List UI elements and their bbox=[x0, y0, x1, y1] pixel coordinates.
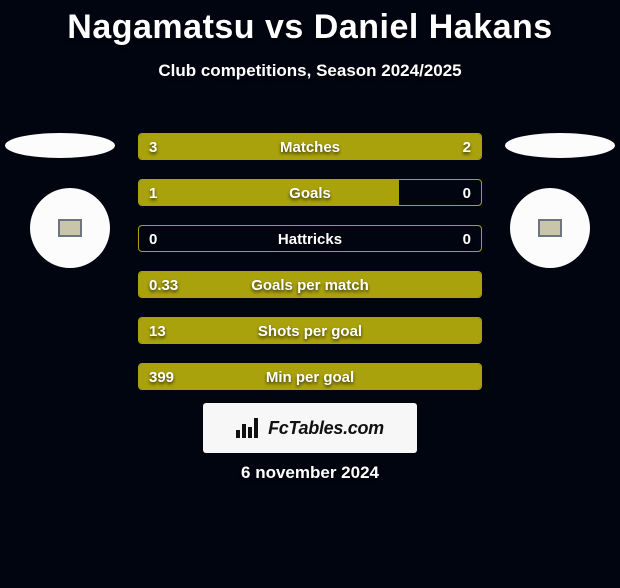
bars-icon bbox=[236, 418, 262, 438]
brand-text: FcTables.com bbox=[268, 418, 384, 439]
subtitle: Club competitions, Season 2024/2025 bbox=[0, 61, 620, 81]
brand-badge: FcTables.com bbox=[203, 403, 417, 453]
bar-value-right: 0 bbox=[463, 180, 471, 206]
player-right-ellipse bbox=[505, 133, 615, 158]
bar-label: Goals per match bbox=[139, 272, 481, 298]
bar-row-shots-per-goal: 13 Shots per goal bbox=[138, 317, 482, 344]
comparison-bars: 3 Matches 2 1 Goals 0 0 Hattricks 0 0.33… bbox=[138, 133, 482, 409]
date-text: 6 november 2024 bbox=[0, 463, 620, 483]
player-left-avatar bbox=[30, 188, 110, 268]
bar-label: Goals bbox=[139, 180, 481, 206]
bar-row-matches: 3 Matches 2 bbox=[138, 133, 482, 160]
bar-value-right: 0 bbox=[463, 226, 471, 252]
bar-row-hattricks: 0 Hattricks 0 bbox=[138, 225, 482, 252]
placeholder-icon bbox=[58, 219, 82, 237]
page-title: Nagamatsu vs Daniel Hakans bbox=[0, 8, 620, 47]
placeholder-icon bbox=[538, 219, 562, 237]
bar-label: Hattricks bbox=[139, 226, 481, 252]
bar-label: Min per goal bbox=[139, 364, 481, 390]
bar-row-goals-per-match: 0.33 Goals per match bbox=[138, 271, 482, 298]
bar-row-goals: 1 Goals 0 bbox=[138, 179, 482, 206]
bar-value-right: 2 bbox=[463, 134, 471, 160]
player-right-avatar bbox=[510, 188, 590, 268]
bar-row-min-per-goal: 399 Min per goal bbox=[138, 363, 482, 390]
bar-label: Matches bbox=[139, 134, 481, 160]
bar-label: Shots per goal bbox=[139, 318, 481, 344]
player-left-ellipse bbox=[5, 133, 115, 158]
